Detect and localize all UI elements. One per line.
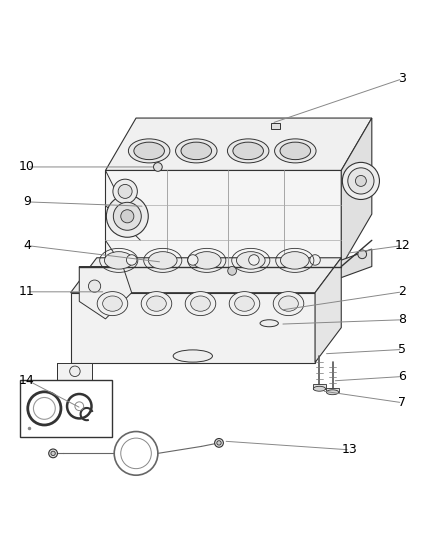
- Text: 3: 3: [399, 72, 406, 85]
- Ellipse shape: [176, 139, 217, 163]
- Circle shape: [106, 195, 148, 237]
- Circle shape: [118, 184, 132, 198]
- Circle shape: [113, 203, 141, 230]
- Polygon shape: [71, 293, 315, 362]
- Polygon shape: [79, 266, 132, 319]
- Polygon shape: [106, 118, 372, 171]
- Circle shape: [215, 439, 223, 447]
- Text: 4: 4: [23, 239, 31, 252]
- Ellipse shape: [343, 163, 379, 199]
- Ellipse shape: [191, 296, 210, 311]
- Polygon shape: [106, 171, 341, 266]
- Text: 7: 7: [399, 396, 406, 409]
- Circle shape: [49, 449, 57, 458]
- Ellipse shape: [148, 252, 177, 269]
- Ellipse shape: [97, 292, 128, 316]
- Ellipse shape: [260, 320, 279, 327]
- Ellipse shape: [181, 142, 212, 159]
- Polygon shape: [313, 384, 325, 389]
- Ellipse shape: [279, 296, 298, 311]
- Ellipse shape: [273, 292, 304, 316]
- Polygon shape: [79, 266, 123, 284]
- Ellipse shape: [313, 386, 325, 391]
- Polygon shape: [341, 118, 372, 266]
- Text: 14: 14: [19, 374, 35, 386]
- Text: 5: 5: [399, 343, 406, 356]
- Ellipse shape: [280, 142, 311, 159]
- Circle shape: [310, 255, 320, 265]
- Polygon shape: [57, 362, 92, 380]
- Circle shape: [153, 163, 162, 171]
- Circle shape: [121, 210, 134, 223]
- Polygon shape: [324, 249, 372, 284]
- Ellipse shape: [192, 252, 221, 269]
- Ellipse shape: [229, 292, 260, 316]
- Text: 10: 10: [19, 160, 35, 173]
- Ellipse shape: [141, 292, 172, 316]
- Ellipse shape: [235, 296, 254, 311]
- Circle shape: [217, 441, 221, 445]
- Circle shape: [228, 266, 237, 275]
- Ellipse shape: [326, 390, 339, 395]
- Circle shape: [88, 280, 101, 292]
- Circle shape: [127, 255, 137, 265]
- Circle shape: [358, 250, 367, 259]
- Circle shape: [187, 255, 198, 265]
- Text: 6: 6: [399, 370, 406, 383]
- Ellipse shape: [147, 296, 166, 311]
- Ellipse shape: [280, 252, 309, 269]
- Circle shape: [249, 255, 259, 265]
- Polygon shape: [71, 258, 341, 293]
- Text: 2: 2: [399, 285, 406, 298]
- Ellipse shape: [134, 142, 164, 159]
- Circle shape: [112, 299, 121, 308]
- Ellipse shape: [104, 252, 133, 269]
- Ellipse shape: [348, 168, 374, 194]
- Ellipse shape: [237, 252, 265, 269]
- Text: 9: 9: [23, 196, 31, 208]
- Text: 8: 8: [399, 313, 406, 326]
- Polygon shape: [272, 123, 280, 129]
- Ellipse shape: [173, 350, 212, 362]
- Ellipse shape: [275, 139, 316, 163]
- Circle shape: [113, 179, 138, 204]
- Ellipse shape: [185, 292, 216, 316]
- Ellipse shape: [356, 175, 366, 187]
- Text: 12: 12: [395, 239, 410, 252]
- Text: 13: 13: [342, 443, 358, 456]
- Ellipse shape: [227, 139, 269, 163]
- Polygon shape: [326, 388, 339, 392]
- Text: 11: 11: [19, 285, 35, 298]
- Ellipse shape: [102, 296, 122, 311]
- Circle shape: [70, 366, 80, 376]
- Ellipse shape: [233, 142, 263, 159]
- Circle shape: [51, 451, 55, 456]
- FancyBboxPatch shape: [20, 380, 112, 437]
- Polygon shape: [315, 258, 341, 362]
- Ellipse shape: [128, 139, 170, 163]
